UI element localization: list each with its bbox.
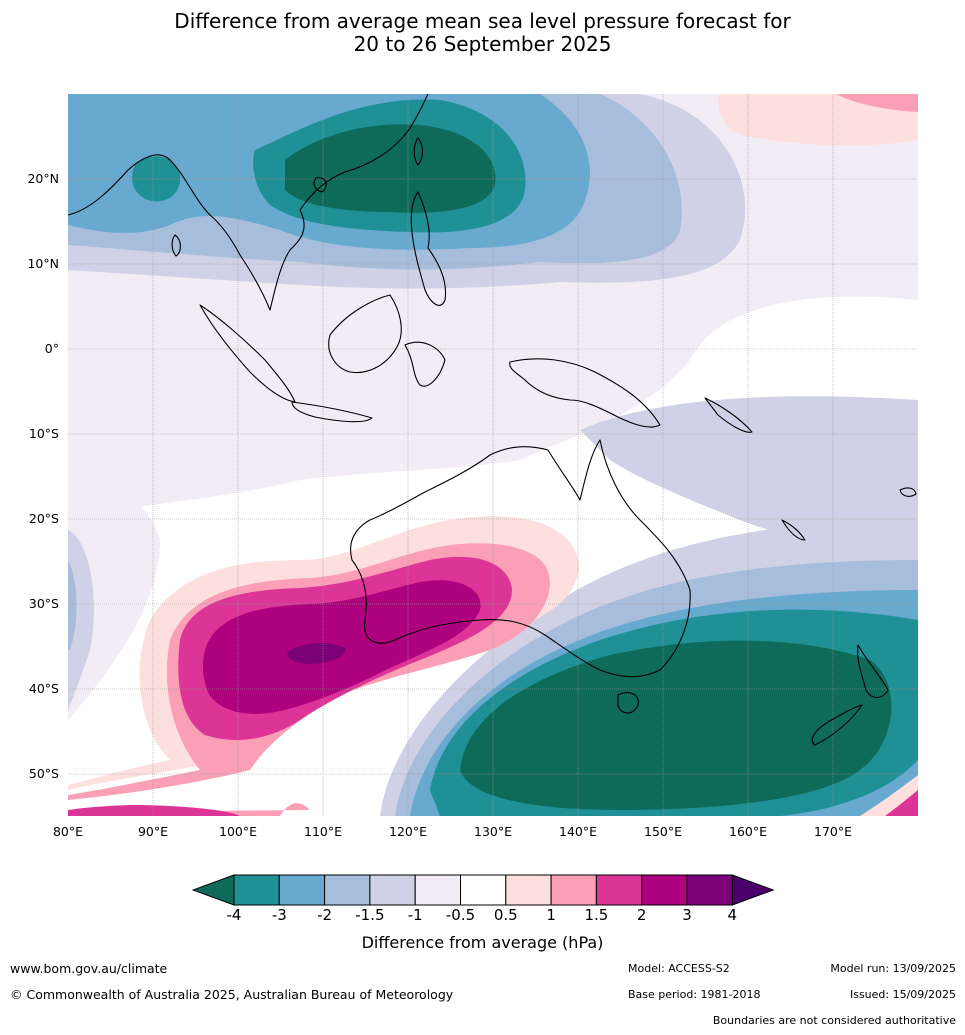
lon-label-130e: 130°E (473, 824, 513, 839)
lon-label-100e: 100°E (218, 824, 258, 839)
colorbar-tick-label: -1.5 (355, 906, 385, 924)
copyright-text: © Commonwealth of Australia 2025, Austra… (10, 987, 454, 1002)
issued-text: Issued: 15/09/2025 (849, 988, 956, 1001)
colorbar-tick-label: 1 (546, 906, 556, 924)
lat-label-20s: 20°S (28, 511, 59, 526)
lat-label-40s: 40°S (28, 681, 59, 696)
colorbar-tick-label: -0.5 (445, 906, 476, 924)
lon-label-90e: 90°E (137, 824, 169, 839)
colorbar-label: Difference from average (hPa) (361, 933, 604, 952)
colorbar-max-triangle (731, 874, 774, 906)
lat-label-0: 0° (44, 341, 59, 356)
model-text: Model: ACCESS-S2 (628, 962, 730, 975)
colorbar-tick-label: 4 (727, 906, 738, 924)
lon-label-120e: 120°E (388, 824, 428, 839)
colorbar-swatch (369, 874, 416, 906)
lat-label-20n: 20°N (27, 171, 59, 186)
lon-label-150e: 150°E (643, 824, 683, 839)
lon-label-80e: 80°E (52, 824, 84, 839)
colorbar-swatch (414, 874, 461, 906)
colorbar-swatch (550, 874, 597, 906)
lat-label-30s: 30°S (28, 596, 59, 611)
colorbar-tick-label: 0.5 (493, 906, 518, 924)
colorbar-swatch (505, 874, 552, 906)
colorbar-swatch (324, 874, 371, 906)
colorbar-tick-label: 3 (682, 906, 692, 924)
title-line-1: Difference from average mean sea level p… (174, 9, 791, 33)
base-period-text: Base period: 1981-2018 (628, 988, 761, 1001)
colorbar-swatch (460, 874, 507, 906)
colorbar-tick-label: 2 (636, 906, 647, 924)
colorbar-swatch (686, 874, 733, 906)
lat-label-10s: 10°S (28, 426, 59, 441)
colorbar-swatch (233, 874, 280, 906)
colorbar-swatch (278, 874, 326, 906)
colorbar-tick-label: -4 (226, 906, 242, 924)
lat-label-10n: 10°N (27, 256, 59, 271)
lon-label-170e: 170°E (813, 824, 853, 839)
lon-label-160e: 160°E (728, 824, 768, 839)
colorbar-swatch (641, 874, 688, 906)
disclaimer-text: Boundaries are not considered authoritat… (712, 1014, 956, 1027)
lon-label-140e: 140°E (558, 824, 598, 839)
model-run-text: Model run: 13/09/2025 (830, 962, 956, 975)
colorbar-swatch (595, 874, 643, 906)
colorbar-tick-label: 1.5 (584, 906, 609, 924)
chart-title: Difference from average mean sea level p… (0, 10, 965, 56)
lon-label-110e: 110°E (303, 824, 343, 839)
website-text: www.bom.gov.au/climate (10, 961, 168, 976)
pressure-anomaly-map (68, 94, 918, 816)
colorbar-min-triangle (192, 874, 235, 906)
title-line-2: 20 to 26 September 2025 (353, 32, 612, 56)
colorbar-tick-label: -3 (271, 906, 287, 924)
colorbar (192, 874, 774, 906)
colorbar-tick-label: -1 (407, 906, 423, 924)
lat-label-50s: 50°S (28, 766, 59, 781)
colorbar-tick-label: -2 (317, 906, 333, 924)
